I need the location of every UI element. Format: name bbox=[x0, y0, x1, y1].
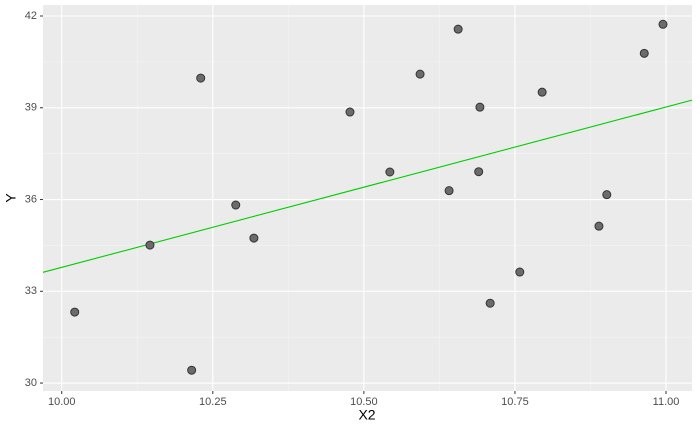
y-tick-label: 42 bbox=[25, 10, 37, 22]
point bbox=[385, 167, 395, 177]
y-axis-title: Y bbox=[3, 193, 19, 203]
x-axis-title: X2 bbox=[358, 407, 375, 423]
x-tick-label: 10.50 bbox=[350, 396, 378, 408]
point bbox=[444, 186, 454, 196]
point bbox=[196, 73, 206, 83]
point bbox=[639, 48, 649, 58]
point bbox=[658, 19, 668, 29]
point bbox=[231, 200, 241, 210]
point bbox=[70, 307, 80, 317]
point bbox=[594, 221, 604, 231]
point bbox=[474, 167, 484, 177]
point bbox=[187, 365, 197, 375]
y-tick-label: 33 bbox=[25, 285, 37, 297]
point bbox=[345, 107, 355, 117]
point bbox=[475, 102, 485, 112]
y-tick-label: 30 bbox=[25, 377, 37, 389]
point bbox=[145, 240, 155, 250]
point bbox=[485, 298, 495, 308]
y-tick-label: 36 bbox=[25, 193, 37, 205]
point bbox=[602, 190, 612, 200]
x-tick-label: 10.00 bbox=[48, 396, 76, 408]
point bbox=[415, 69, 425, 79]
x-tick-label: 11.00 bbox=[653, 396, 680, 408]
point bbox=[453, 24, 463, 34]
x-tick-label: 10.75 bbox=[501, 396, 529, 408]
y-tick-label: 39 bbox=[25, 102, 37, 114]
point bbox=[249, 233, 259, 243]
point bbox=[537, 87, 547, 97]
x-tick-label: 10.25 bbox=[199, 396, 227, 408]
point bbox=[515, 267, 525, 277]
panel bbox=[43, 5, 692, 391]
